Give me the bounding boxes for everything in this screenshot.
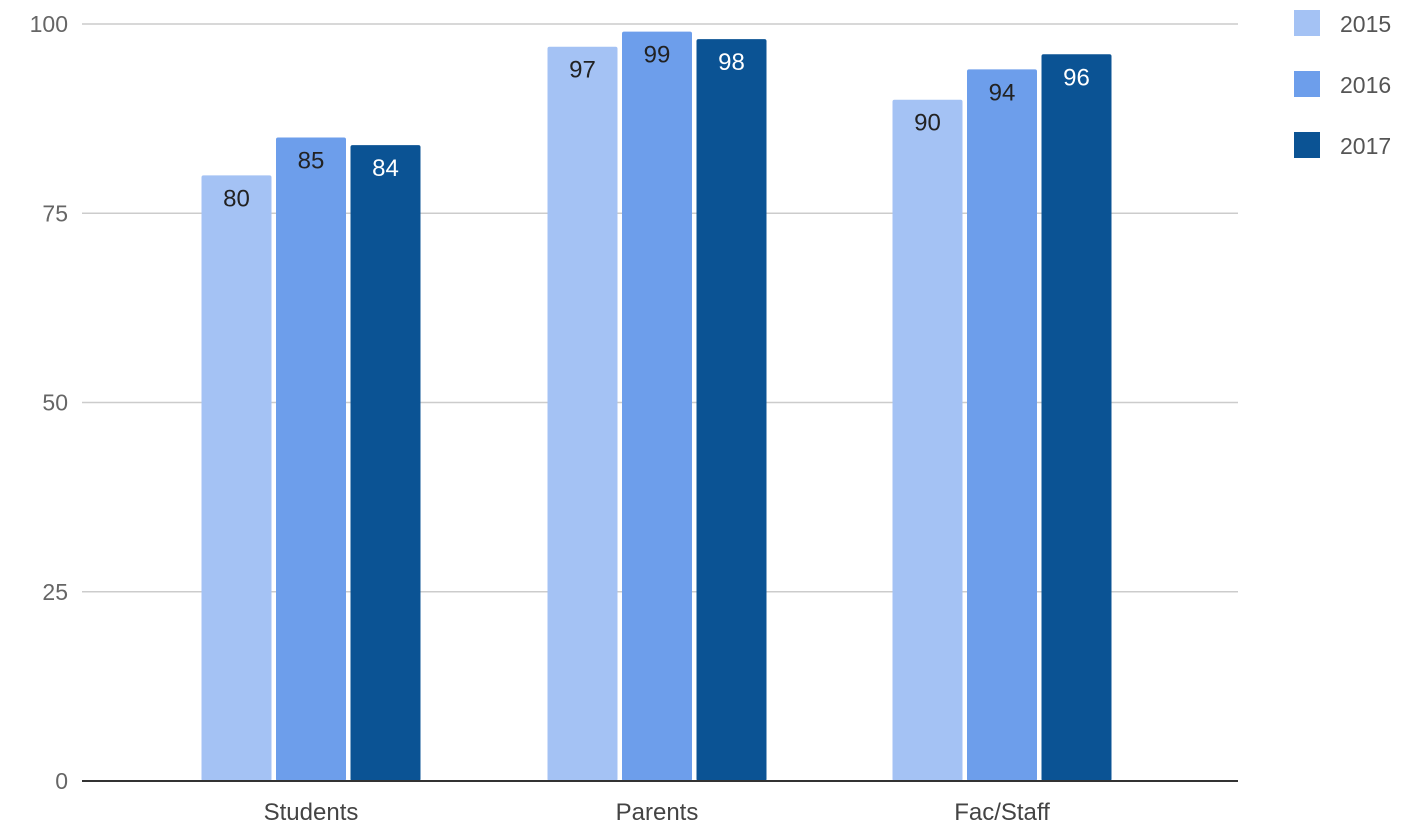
legend-swatch-2016 [1294,71,1320,97]
legend-label: 2017 [1340,133,1391,159]
data-label: 94 [989,79,1016,106]
x-axis-categories: Students Parents Fac/Staff [264,799,1050,826]
legend: 2015 2016 2017 [1294,10,1391,159]
bar-fac-staff-2017 [1041,54,1112,781]
data-label: 99 [644,42,671,69]
bar-students-2017 [350,145,421,781]
y-tick-label: 25 [42,579,68,605]
legend-swatch-2015 [1294,10,1320,36]
bar-parents-2016 [622,31,692,781]
data-label: 96 [1063,64,1090,91]
y-tick-label: 75 [42,200,68,226]
data-label: 80 [223,185,250,212]
legend-label: 2015 [1340,11,1391,37]
data-labels: 80 85 84 97 99 98 90 94 96 [223,42,1090,213]
legend-swatch-2017 [1294,132,1320,158]
y-axis-ticks: 0 25 50 75 100 [30,11,68,794]
data-label: 98 [718,49,745,76]
y-tick-label: 50 [42,390,68,416]
y-tick-label: 100 [30,11,68,37]
x-category-label: Students [264,799,359,826]
x-category-label: Fac/Staff [954,799,1050,826]
data-label: 90 [914,110,941,137]
data-label: 97 [569,57,596,84]
bar-fac-staff-2015 [892,99,963,781]
bar-students-2016 [276,137,346,782]
x-category-label: Parents [616,799,699,826]
data-label: 85 [298,148,325,175]
bar-students-2015 [201,175,272,781]
legend-label: 2016 [1340,72,1391,98]
y-tick-label: 0 [55,768,68,794]
bar-fac-staff-2016 [967,69,1037,782]
bar-parents-2017 [696,39,767,781]
bar-parents-2015 [547,46,618,781]
bars [201,31,1112,782]
data-label: 84 [372,155,399,182]
